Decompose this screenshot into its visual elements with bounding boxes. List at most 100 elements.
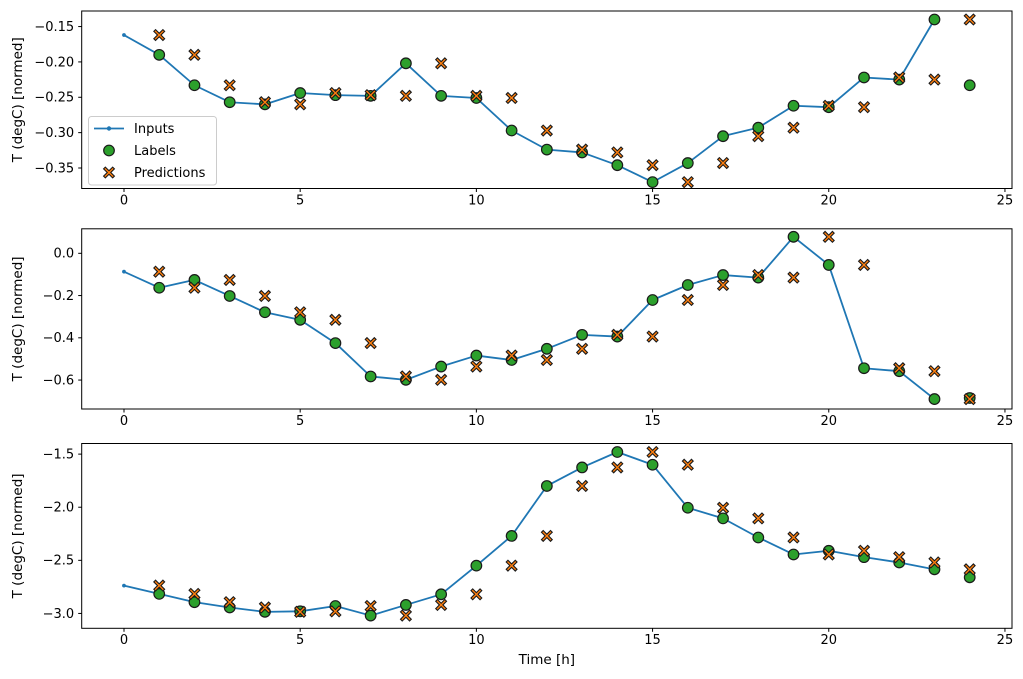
inputs-line — [123, 19, 936, 184]
predictions-marker — [787, 531, 800, 544]
y-tick-label: −0.15 — [34, 20, 74, 35]
labels-marker — [364, 609, 377, 622]
predictions-marker — [223, 273, 236, 287]
predictions-marker — [364, 336, 377, 350]
labels-marker — [153, 48, 166, 61]
labels-marker — [717, 130, 729, 143]
labels-marker — [681, 501, 694, 514]
predictions-marker — [470, 588, 483, 601]
legend-box — [88, 116, 217, 186]
labels-marker — [928, 393, 941, 405]
x-tick-label: 5 — [296, 193, 304, 208]
axes-frame — [81, 228, 1013, 410]
x-tick-label: 0 — [120, 193, 128, 208]
subplot-2: 0 5 10 15 20 25 0.0 −0.2 −0.4 −0.6 T (degC) [norme… — [10, 228, 1013, 429]
labels-marker — [646, 458, 659, 471]
labels-marker — [470, 559, 483, 572]
labels-marker — [752, 121, 765, 134]
x-tick-label: 5 — [296, 414, 304, 429]
labels-markers — [153, 230, 976, 405]
predictions-marker — [505, 91, 518, 105]
predictions-marker — [258, 601, 272, 614]
y-tick-label: −2.0 — [43, 501, 75, 516]
x-tick-label: 20 — [820, 193, 837, 208]
predictions-marker — [857, 258, 871, 272]
labels-marker — [540, 480, 553, 492]
predictions-marker — [752, 512, 765, 525]
predictions-marker — [329, 605, 342, 618]
y-tick-label: 0.0 — [54, 247, 75, 262]
y-tick-label: −1.5 — [43, 448, 75, 463]
labels-marker — [963, 571, 976, 584]
labels-marker — [646, 294, 659, 306]
labels-marker — [717, 269, 729, 281]
legend-item-label: Predictions — [134, 166, 206, 181]
predictions-marker — [787, 121, 800, 134]
legend-labels-marker — [103, 144, 115, 157]
predictions-marker — [505, 559, 518, 572]
labels-marker — [188, 274, 201, 286]
labels-marker — [752, 531, 765, 544]
predictions-marker — [575, 342, 589, 355]
labels-marker — [188, 79, 201, 92]
labels-markers — [153, 446, 976, 622]
predictions-marker — [928, 73, 941, 86]
inputs-line — [123, 235, 936, 400]
labels-marker — [223, 96, 236, 109]
y-axis-label: T (degC) [normed] — [10, 37, 26, 163]
predictions-marker — [540, 124, 554, 137]
predictions-marker — [822, 548, 835, 561]
predictions-marker — [963, 13, 976, 26]
labels-marker — [576, 328, 588, 341]
labels-marker — [681, 279, 694, 291]
inputs-dot — [122, 583, 126, 588]
predictions-marker — [646, 158, 659, 172]
predictions-marker — [364, 599, 377, 613]
predictions-marker — [188, 48, 201, 62]
predictions-marker — [540, 353, 554, 367]
labels-marker — [364, 370, 377, 383]
labels-marker — [752, 271, 765, 284]
y-axis-label: T (degC) [normed] — [10, 256, 26, 382]
predictions-marker — [928, 556, 941, 569]
predictions-marker — [223, 79, 236, 92]
y-tick-label: −0.6 — [43, 373, 75, 388]
predictions-markers — [153, 445, 976, 622]
predictions-marker — [963, 563, 976, 576]
labels-marker — [787, 230, 800, 243]
labels-marker — [153, 587, 166, 600]
y-tick-label: −0.30 — [34, 126, 74, 141]
x-tick-label: 15 — [644, 193, 661, 208]
y-tick-label: −0.35 — [34, 161, 74, 176]
inputs-markers — [122, 450, 937, 618]
labels-marker — [259, 306, 271, 319]
predictions-marker — [646, 445, 659, 459]
legend: Inputs Labels Predictions — [88, 116, 217, 186]
labels-marker — [399, 599, 412, 611]
predictions-marker — [822, 230, 835, 244]
predictions-marker — [294, 98, 307, 111]
predictions-marker — [364, 88, 377, 102]
labels-marker — [470, 349, 483, 362]
predictions-markers — [153, 13, 976, 189]
predictions-marker — [681, 175, 694, 189]
predictions-marker — [294, 306, 307, 319]
labels-marker — [611, 446, 624, 458]
y-axis-label: T (degC) [normed] — [10, 473, 26, 599]
labels-marker — [928, 13, 941, 26]
axes-frame — [81, 10, 1013, 189]
predictions-marker — [258, 96, 272, 109]
labels-marker — [540, 143, 553, 156]
predictions-marker — [188, 587, 201, 601]
legend-item-label: Inputs — [134, 122, 175, 137]
x-tick-label: 15 — [644, 414, 661, 429]
labels-marker — [858, 71, 870, 84]
labels-marker — [717, 512, 729, 525]
predictions-marker — [434, 57, 448, 70]
y-tick-label: −0.25 — [34, 91, 74, 106]
predictions-marker — [716, 156, 730, 170]
x-tick-label: 10 — [468, 414, 485, 429]
axis-ticks — [78, 252, 1006, 413]
labels-marker — [576, 461, 588, 474]
